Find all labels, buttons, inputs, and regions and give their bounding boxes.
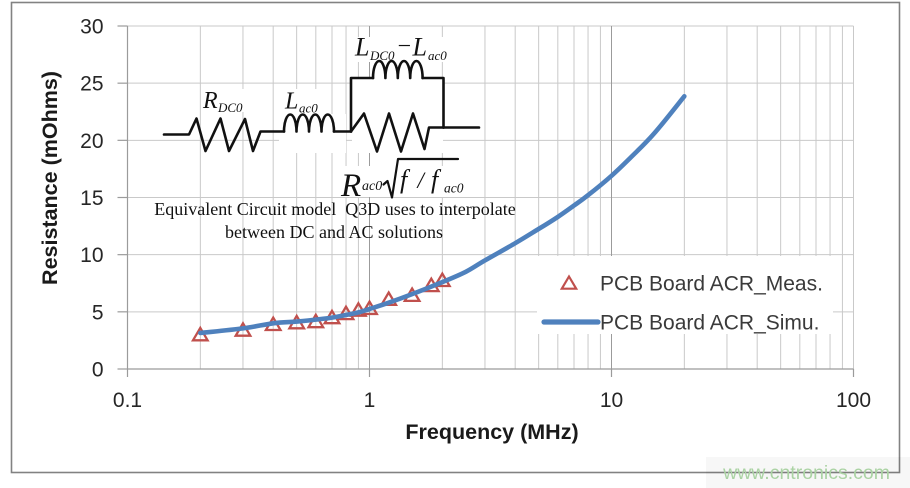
y-tick-label: 10 bbox=[80, 244, 103, 267]
formula-slash: / bbox=[416, 168, 427, 193]
resistor-rac0-shape bbox=[349, 112, 445, 153]
annotation-line1: Equivalent Circuit model Q3D uses to int… bbox=[154, 199, 515, 219]
formula-denominator: f bbox=[431, 165, 442, 194]
label-ldiff-sub1: DC0 bbox=[369, 48, 395, 63]
formula-rac0: R ac0 f / f ac0 bbox=[340, 157, 464, 204]
formula-numerator: f bbox=[400, 165, 411, 194]
inductor-lac0-shape bbox=[282, 113, 336, 133]
label-rdc0-main: R bbox=[202, 88, 218, 114]
label-ldiff-sub2: ac0 bbox=[428, 48, 447, 63]
circuit-background bbox=[202, 37, 462, 197]
y-tick-label: 0 bbox=[92, 359, 104, 382]
legend: PCB Board ACR_Meas. PCB Board ACR_Simu. bbox=[537, 256, 833, 335]
y-tick-label: 5 bbox=[92, 301, 104, 324]
formula-base: R bbox=[340, 168, 361, 204]
label-ldiff: L DC0 − L ac0 bbox=[354, 33, 447, 64]
wire bbox=[349, 76, 375, 133]
annotation-line2: between DC and AC solutions bbox=[225, 222, 443, 242]
label-lac0-main: L bbox=[284, 89, 298, 115]
legend-meas-label: PCB Board ACR_Meas. bbox=[600, 273, 823, 296]
tick-labels: 0.1 1 10 100 0 5 10 15 20 25 30 bbox=[80, 16, 871, 413]
chart-border bbox=[10, 1, 901, 474]
y-axis-title: Resistance (mOhms) bbox=[38, 71, 62, 285]
label-lac0: L ac0 bbox=[284, 89, 318, 116]
watermark: www.cntronics.com bbox=[722, 462, 890, 484]
label-lac0-sub: ac0 bbox=[299, 101, 318, 116]
equivalent-circuit-diagram: R DC0 L ac0 L DC0 − L ac0 R ac0 f / f ac… bbox=[162, 33, 481, 204]
x-tick-label: 0.1 bbox=[113, 389, 142, 412]
label-ldiff-minus: − bbox=[398, 34, 412, 60]
annotation: Equivalent Circuit model Q3D uses to int… bbox=[154, 199, 515, 242]
watermark-text: www.cntronics.com bbox=[722, 462, 890, 484]
formula-denominator-sub: ac0 bbox=[444, 181, 464, 196]
y-tick-label: 30 bbox=[80, 16, 103, 39]
y-tick-label: 15 bbox=[80, 187, 103, 210]
x-tick-label: 10 bbox=[600, 389, 623, 412]
label-rdc0-sub: DC0 bbox=[217, 100, 243, 115]
radical-sign bbox=[382, 157, 460, 199]
legend-simu-label: PCB Board ACR_Simu. bbox=[600, 312, 819, 335]
label-ldiff-main2: L bbox=[412, 33, 427, 62]
formula-base-sub: ac0 bbox=[362, 179, 382, 194]
label-rdc0: R DC0 bbox=[202, 88, 243, 115]
y-tick-label: 25 bbox=[80, 73, 103, 96]
x-tick-label: 1 bbox=[364, 389, 376, 412]
simulated-curve bbox=[198, 94, 687, 336]
resistor-rdc0-shape bbox=[162, 117, 286, 153]
label-ldiff-main1: L bbox=[354, 33, 369, 62]
wire bbox=[421, 76, 445, 129]
x-axis-title: Frequency (MHz) bbox=[405, 420, 578, 444]
legend-meas-marker bbox=[559, 274, 579, 290]
axes bbox=[117, 25, 855, 377]
inductor-ldiff-shape bbox=[371, 59, 424, 80]
x-tick-label: 100 bbox=[836, 389, 871, 412]
y-tick-label: 20 bbox=[80, 130, 103, 153]
data-series bbox=[190, 94, 687, 342]
